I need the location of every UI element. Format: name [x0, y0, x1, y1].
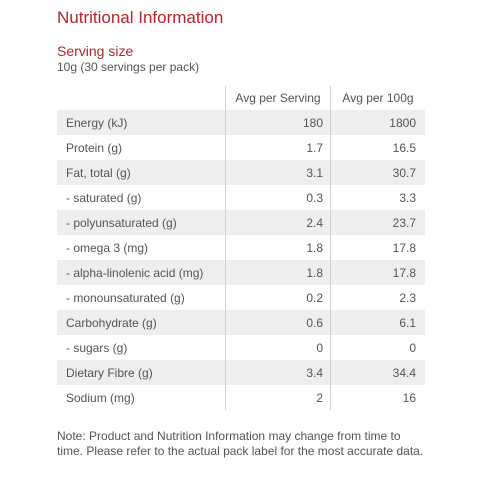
nutrient-name: - sugars (g) [66, 340, 128, 355]
serving-size-value: 10g (30 servings per pack) [57, 60, 200, 74]
avg-per-serving-value: 2 [225, 385, 331, 410]
table-row: Energy (kJ) 180 1800 [57, 110, 425, 135]
table-row: Carbohydrate (g) 0.6 6.1 [57, 310, 425, 335]
table-row: Fat, total (g) 3.1 30.7 [57, 160, 425, 185]
nutrient-name: Dietary Fibre (g) [57, 360, 226, 385]
table-header-row: Avg per Serving Avg per 100g [57, 86, 425, 110]
avg-per-serving-value: 2.4 [225, 210, 331, 235]
avg-per-serving-value: 1.7 [225, 135, 331, 160]
avg-per-serving-value: 0.3 [225, 185, 331, 210]
avg-per-100g-value: 16.5 [330, 135, 425, 160]
nutrient-name: - monounsaturated (g) [66, 290, 185, 305]
avg-per-serving-value: 0.6 [225, 310, 331, 335]
avg-per-100g-value: 17.8 [330, 260, 425, 285]
table-row: - sugars (g) 0 0 [57, 335, 425, 360]
serving-size-label: Serving size [57, 43, 134, 59]
table-row: - polyunsaturated (g) 2.4 23.7 [57, 210, 425, 235]
avg-per-100g-value: 6.1 [330, 310, 425, 335]
nutrient-name: Sodium (mg) [66, 390, 135, 405]
disclaimer-note: Note: Product and Nutrition Information … [57, 429, 424, 458]
nutrient-name: - alpha-linolenic acid (mg) [57, 260, 226, 285]
table-row: - monounsaturated (g) 0.2 2.3 [57, 285, 425, 310]
avg-per-serving-value: 0 [225, 335, 331, 360]
avg-per-100g-value: 16 [330, 385, 425, 410]
table-row: - omega 3 (mg) 1.8 17.8 [57, 235, 425, 260]
avg-per-100g-value: 30.7 [330, 160, 425, 185]
header-avg-per-serving: Avg per Serving [225, 86, 331, 110]
avg-per-serving-value: 3.1 [225, 160, 331, 185]
nutrient-name: Energy (kJ) [57, 110, 226, 135]
avg-per-serving-value: 1.8 [225, 235, 331, 260]
avg-per-serving-value: 1.8 [225, 260, 331, 285]
avg-per-serving-value: 0.2 [225, 285, 331, 310]
nutrient-name: - polyunsaturated (g) [57, 210, 226, 235]
avg-per-100g-value: 34.4 [330, 360, 425, 385]
avg-per-100g-value: 3.3 [330, 185, 425, 210]
avg-per-100g-value: 2.3 [330, 285, 425, 310]
avg-per-100g-value: 23.7 [330, 210, 425, 235]
avg-per-serving-value: 180 [225, 110, 331, 135]
table-row: - alpha-linolenic acid (mg) 1.8 17.8 [57, 260, 425, 285]
nutrition-table: Avg per Serving Avg per 100g Energy (kJ)… [57, 86, 425, 410]
nutrient-name: - omega 3 (mg) [66, 240, 149, 255]
table-row: - saturated (g) 0.3 3.3 [57, 185, 425, 210]
nutrient-name: Carbohydrate (g) [57, 310, 226, 335]
avg-per-100g-value: 1800 [330, 110, 425, 135]
avg-per-100g-value: 0 [330, 335, 425, 360]
nutrient-name: Fat, total (g) [57, 160, 226, 185]
avg-per-serving-value: 3.4 [225, 360, 331, 385]
table-row: Protein (g) 1.7 16.5 [57, 135, 425, 160]
page-title: Nutritional Information [57, 8, 224, 27]
nutrient-name: Protein (g) [66, 140, 123, 155]
header-avg-per-100g: Avg per 100g [330, 86, 425, 110]
header-nutrient [57, 86, 226, 110]
nutrient-name: - saturated (g) [66, 190, 142, 205]
table-row: Dietary Fibre (g) 3.4 34.4 [57, 360, 425, 385]
table-row: Sodium (mg) 2 16 [57, 385, 425, 410]
avg-per-100g-value: 17.8 [330, 235, 425, 260]
